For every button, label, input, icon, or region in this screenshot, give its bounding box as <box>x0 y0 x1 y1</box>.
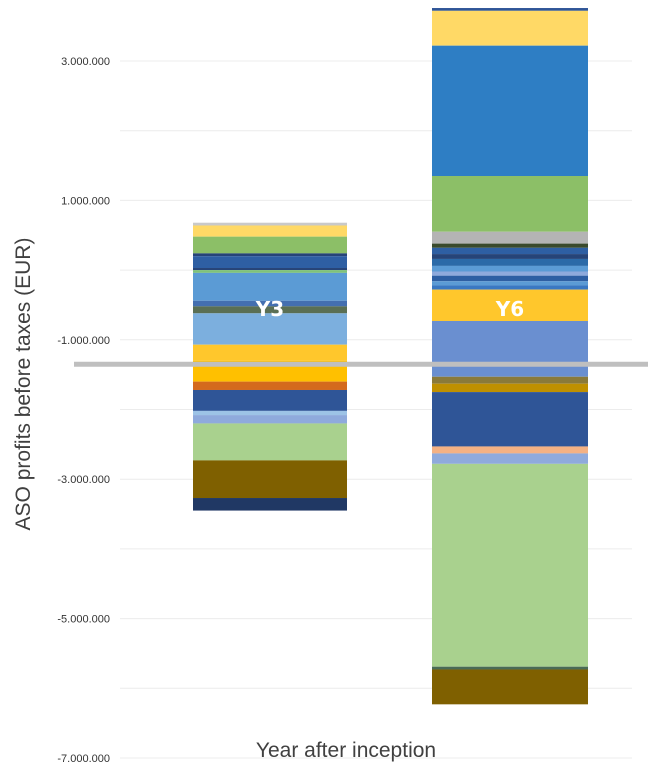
bar-segment <box>193 460 347 499</box>
bar-segment <box>432 265 588 272</box>
bar-segment <box>432 453 588 464</box>
bar-segment <box>193 410 347 416</box>
bar-segment <box>432 10 588 46</box>
bar-segment <box>432 275 588 282</box>
bar-label-y6: Y6 <box>495 297 524 321</box>
bar-segment <box>193 268 347 271</box>
bar-segment <box>193 389 347 411</box>
bar-segment <box>432 666 588 670</box>
bar-segment <box>193 498 347 511</box>
bar-label-y3: Y3 <box>255 297 284 321</box>
bar-segment <box>432 376 588 384</box>
y-tick-label: 1.000.000 <box>61 195 110 207</box>
stacked-bars <box>193 8 588 705</box>
bar-segment <box>432 320 588 377</box>
bar-segment <box>432 176 588 232</box>
bar-segment <box>193 253 347 257</box>
bar-segment <box>432 463 588 667</box>
bar-labels: Y3 Y6 <box>255 297 524 321</box>
bar-segment <box>432 45 588 177</box>
bar-segment <box>193 300 347 307</box>
bar-segment <box>432 383 588 393</box>
bar-segment <box>432 8 588 11</box>
y-tick-label: 3.000.000 <box>61 56 110 68</box>
bar-segment <box>193 313 347 345</box>
bar-y3 <box>193 222 347 511</box>
y-tick-label: -1.000.000 <box>57 335 110 347</box>
bar-segment <box>193 306 347 314</box>
y-axis-tick-labels: -7.000.000 -5.000.000 -3.000.000 -1.000.000… <box>57 56 110 765</box>
y-axis-title: ASO profits before taxes (EUR) <box>12 238 35 531</box>
y-tick-label: -3.000.000 <box>57 474 110 486</box>
bar-segment <box>432 281 588 286</box>
y-tick-label: -5.000.000 <box>57 614 110 626</box>
bar-segment <box>432 258 588 266</box>
bar-segment <box>432 446 588 454</box>
bar-segment <box>193 415 347 424</box>
bar-y6 <box>432 8 588 705</box>
bar-segment <box>193 236 347 254</box>
y-tick-label: -7.000.000 <box>57 753 110 765</box>
bar-segment <box>432 247 588 255</box>
bar-segment <box>432 254 588 259</box>
bar-segment <box>432 243 588 248</box>
bar-segment <box>432 271 588 276</box>
bar-segment <box>432 231 588 244</box>
bar-segment <box>193 381 347 390</box>
bar-segment <box>432 285 588 290</box>
bar-segment <box>193 270 347 273</box>
bar-segment <box>193 256 347 269</box>
bar-segment <box>432 392 588 447</box>
bar-segment <box>193 225 347 237</box>
bar-segment <box>432 669 588 705</box>
bar-segment <box>193 344 347 361</box>
x-axis-title: Year after inception <box>256 739 436 762</box>
bar-segment <box>193 272 347 301</box>
bar-segment <box>193 222 347 226</box>
bar-segment <box>193 423 347 461</box>
bar-segment <box>432 289 588 321</box>
